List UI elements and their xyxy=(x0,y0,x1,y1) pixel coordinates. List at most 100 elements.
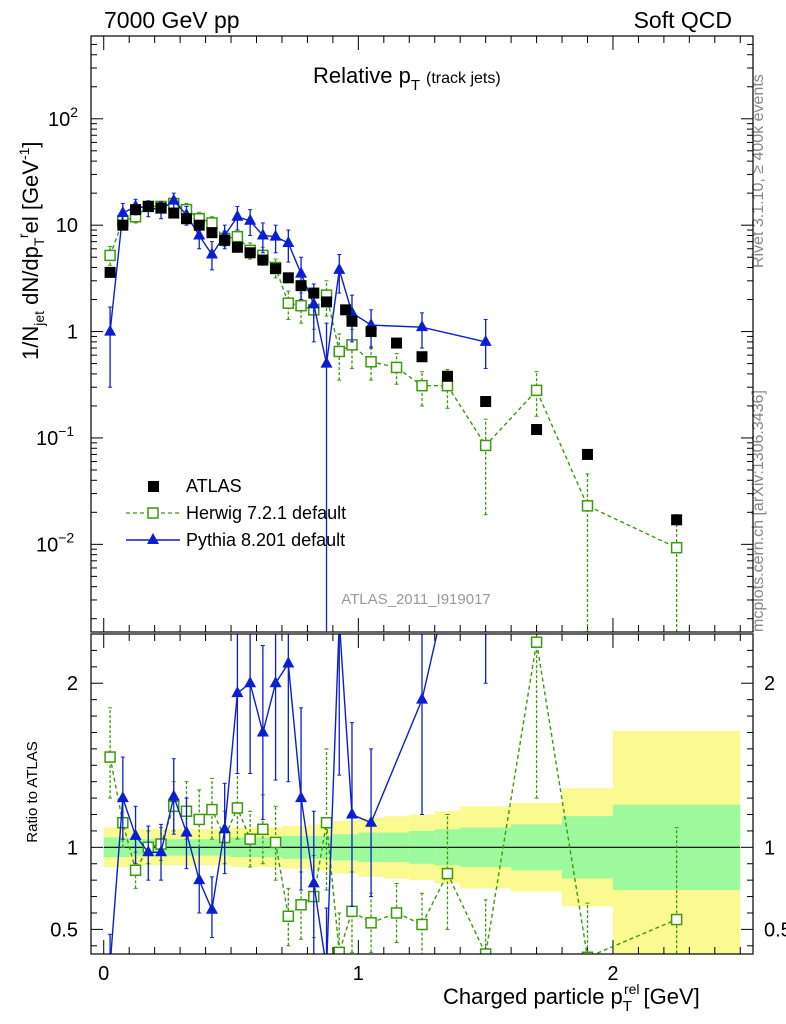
ratio-herwig-point xyxy=(244,833,256,845)
legend-label-pythia: Pythia 8.201 default xyxy=(186,530,345,550)
ratio-pythia-point xyxy=(333,614,345,625)
herwig-point xyxy=(416,379,428,392)
ratio-y-tick-label-right: 0.5 xyxy=(764,919,786,941)
herwig-point xyxy=(333,345,345,358)
pythia-point xyxy=(333,262,346,274)
atlas-point xyxy=(257,254,269,266)
atlas-point xyxy=(416,351,428,363)
main-frame xyxy=(90,35,754,633)
ratio-pythia-point xyxy=(282,656,295,668)
pythia-point xyxy=(479,334,492,346)
atlas-point xyxy=(104,266,116,278)
atlas-point xyxy=(206,227,218,239)
x-tick-label: 1 xyxy=(353,963,364,985)
ratio-herwig-point xyxy=(320,816,333,829)
ratio-pythia-point xyxy=(129,828,142,840)
atlas-point xyxy=(391,337,403,349)
x-tick-label: 2 xyxy=(607,963,618,985)
ratio-herwig-point xyxy=(206,803,218,816)
pythia-point xyxy=(231,209,244,221)
ratio-herwig-point xyxy=(129,864,142,877)
atlas-point xyxy=(321,296,333,308)
pythia-point xyxy=(104,324,117,336)
ratio-herwig-point xyxy=(104,751,116,763)
ratio-y-tick-label: 1 xyxy=(67,837,78,859)
pythia-point xyxy=(416,320,428,332)
pythia-point xyxy=(307,297,320,309)
y-tick-label: 1 xyxy=(67,322,78,344)
ratio-pythia-point xyxy=(307,876,320,888)
ratio-herwig-point xyxy=(193,813,205,826)
header-right: Soft QCD xyxy=(634,7,732,33)
ratio-pythia-point xyxy=(231,686,244,698)
ratio-herwig-point xyxy=(231,802,244,814)
ratio-pythia-point xyxy=(365,815,378,827)
atlas-point xyxy=(441,370,453,382)
legend-marker-pythia xyxy=(147,533,159,544)
atlas-point xyxy=(117,219,129,231)
atlas-point xyxy=(270,263,282,275)
y-tick-label: 10−1 xyxy=(36,423,74,450)
ratio-herwig-point xyxy=(282,910,295,923)
analysis-label: ATLAS_2011_I919017 xyxy=(341,591,491,608)
herwig-point xyxy=(530,384,543,397)
main-title: Relative pT (track jets) xyxy=(313,63,501,94)
ratio-herwig-point xyxy=(416,918,428,931)
atlas-point xyxy=(244,247,256,259)
x-tick-label: 0 xyxy=(98,963,109,985)
atlas-point xyxy=(180,213,192,225)
ratio-pythia-point xyxy=(244,676,257,688)
ratio-herwig-point xyxy=(670,913,683,926)
atlas-point xyxy=(282,272,294,284)
herwig-point xyxy=(479,439,492,452)
y-tick-label: 10−2 xyxy=(36,529,74,556)
ratio-pythia-point xyxy=(155,845,168,857)
y-tick-label: 10 xyxy=(56,215,78,237)
ratio-herwig-point xyxy=(333,946,345,954)
herwig-point xyxy=(282,297,295,309)
ratio-herwig-point xyxy=(269,836,282,849)
atlas-point xyxy=(582,448,593,460)
ratio-panel: 0.5 0.5 1 1 2 2 0 1 2 Ratio to ATLAS xyxy=(24,614,786,985)
ratio-herwig-point xyxy=(257,823,269,836)
ratio-pythia-point xyxy=(416,692,428,704)
mcplots-note: mcplots.cern.ch [arXiv:1306.3436] xyxy=(750,390,767,632)
header-left: 7000 GeV pp xyxy=(104,7,240,33)
ratio-herwig-point xyxy=(365,917,377,929)
ratio-pythia-point xyxy=(193,873,206,885)
y-tick-label: 102 xyxy=(48,104,78,131)
atlas-point xyxy=(346,315,358,327)
ratio-pythia-point xyxy=(256,725,269,737)
ratio-herwig-point xyxy=(479,948,492,954)
herwig-point xyxy=(295,299,307,312)
ratio-herwig-point xyxy=(390,907,403,919)
herwig-point xyxy=(231,230,244,243)
main-panel: 10−2 10−1 1 10 102 Relative pT (track jets) 1… xyxy=(15,35,754,633)
atlas-point xyxy=(295,280,307,292)
herwig-point xyxy=(104,249,116,262)
ratio-pythia-point xyxy=(180,825,193,837)
legend-label-atlas: ATLAS xyxy=(186,476,242,496)
legend-label-herwig: Herwig 7.2.1 default xyxy=(186,503,346,523)
ratio-herwig-point xyxy=(581,951,594,954)
atlas-point xyxy=(168,207,180,219)
herwig-point xyxy=(670,541,683,554)
ratio-pythia-point xyxy=(321,962,333,973)
herwig-line xyxy=(109,202,677,549)
atlas-point xyxy=(219,234,231,246)
pythia-point xyxy=(244,213,257,225)
ratio-pythia-point xyxy=(218,822,231,834)
ratio-herwig-point xyxy=(530,636,543,648)
ratio-herwig-point xyxy=(441,867,454,880)
ratio-pythia-point xyxy=(205,902,218,914)
atlas-point xyxy=(365,326,377,338)
ratio-y-tick-label-right: 1 xyxy=(764,837,775,859)
legend-marker-atlas xyxy=(148,481,159,492)
atlas-point xyxy=(130,204,142,216)
ratio-y-tick-label-right: 2 xyxy=(764,673,775,695)
pythia-point xyxy=(116,206,129,218)
atlas-point xyxy=(308,287,320,299)
pythia-point xyxy=(205,247,218,259)
atlas-point xyxy=(671,514,683,526)
